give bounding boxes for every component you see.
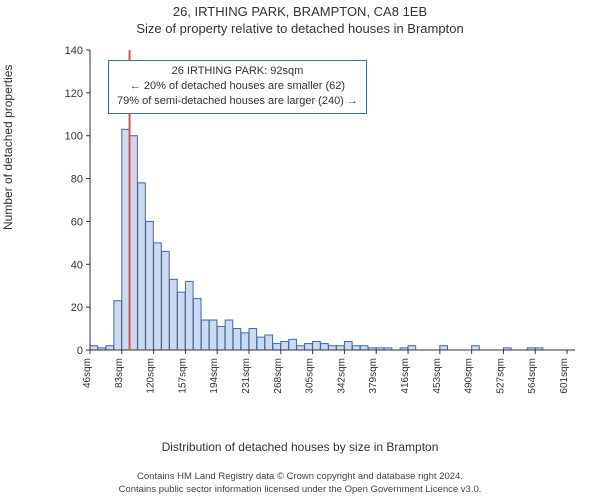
svg-text:305sqm: 305sqm: [305, 358, 316, 394]
svg-text:601sqm: 601sqm: [559, 358, 570, 394]
highlight-info-box: 26 IRTHING PARK: 92sqm ← 20% of detached…: [108, 60, 367, 114]
x-axis-label: Distribution of detached houses by size …: [0, 440, 600, 454]
svg-text:40: 40: [71, 259, 83, 271]
svg-text:194sqm: 194sqm: [209, 358, 220, 394]
svg-text:83sqm: 83sqm: [114, 358, 125, 388]
svg-text:120: 120: [65, 88, 83, 100]
footer-line2: Contains public sector information licen…: [0, 484, 600, 496]
svg-text:100: 100: [65, 131, 83, 143]
svg-text:140: 140: [65, 45, 83, 57]
footer-line1: Contains HM Land Registry data © Crown c…: [0, 471, 600, 483]
svg-text:0: 0: [77, 345, 83, 357]
svg-text:268sqm: 268sqm: [273, 358, 284, 394]
svg-text:60: 60: [71, 216, 83, 228]
svg-text:416sqm: 416sqm: [400, 358, 411, 394]
svg-text:20: 20: [71, 302, 83, 314]
svg-text:490sqm: 490sqm: [464, 358, 475, 394]
info-box-line3: 79% of semi-detached houses are larger (…: [117, 94, 358, 109]
chart-footer: Contains HM Land Registry data © Crown c…: [0, 471, 600, 496]
chart-title-line1: 26, IRTHING PARK, BRAMPTON, CA8 1EB: [0, 4, 600, 19]
info-box-line1: 26 IRTHING PARK: 92sqm: [117, 64, 358, 79]
chart-container: 26, IRTHING PARK, BRAMPTON, CA8 1EB Size…: [0, 0, 600, 500]
chart-title-block: 26, IRTHING PARK, BRAMPTON, CA8 1EB Size…: [0, 4, 600, 36]
svg-text:342sqm: 342sqm: [336, 358, 347, 394]
svg-text:157sqm: 157sqm: [177, 358, 188, 394]
y-axis-label: Number of detached properties: [1, 65, 15, 230]
svg-text:379sqm: 379sqm: [368, 358, 379, 394]
info-box-line2: ← 20% of detached houses are smaller (62…: [117, 79, 358, 94]
svg-text:80: 80: [71, 174, 83, 186]
svg-text:453sqm: 453sqm: [432, 358, 443, 394]
svg-text:120sqm: 120sqm: [146, 358, 157, 394]
svg-text:46sqm: 46sqm: [82, 358, 93, 388]
svg-text:564sqm: 564sqm: [527, 358, 538, 394]
svg-text:231sqm: 231sqm: [241, 358, 252, 394]
svg-text:527sqm: 527sqm: [495, 358, 506, 394]
chart-title-line2: Size of property relative to detached ho…: [0, 21, 600, 36]
